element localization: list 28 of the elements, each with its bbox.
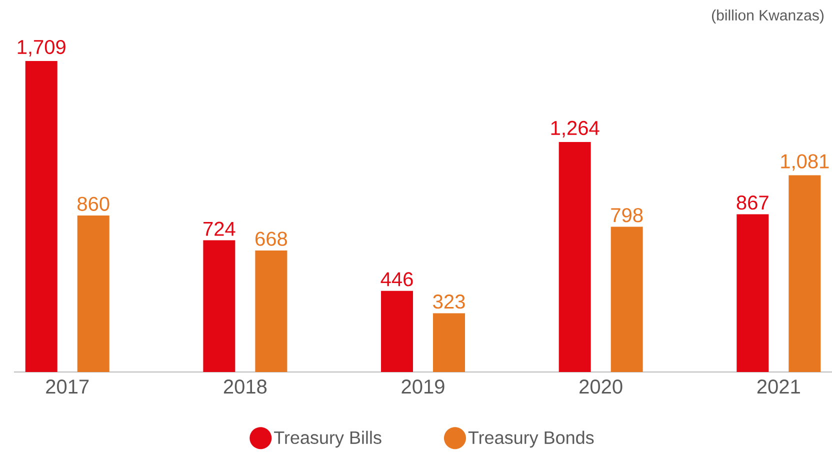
text: (billion Kwanzas) (712, 10, 824, 24)
data-label: 668 (256, 232, 287, 246)
data-label: 1,709 (18, 40, 66, 56)
bar (77, 216, 110, 372)
data-label: 446 (380, 272, 413, 286)
bar (381, 290, 414, 372)
x-tick-label: 2020 (580, 380, 622, 394)
bar (255, 250, 288, 372)
bar (736, 214, 769, 372)
legend-label: Treasury Bonds (468, 430, 594, 448)
bar (203, 240, 236, 372)
bar (788, 175, 821, 372)
x-tick-label: 2018 (224, 380, 267, 394)
bar (25, 61, 58, 372)
x-tick-label: 2019 (402, 380, 444, 394)
x-tick-label: 2021 (757, 380, 800, 394)
legend-label: Treasury Bills (274, 430, 382, 448)
data-label: 724 (204, 222, 236, 236)
data-label: 798 (611, 208, 643, 222)
bar (433, 313, 466, 372)
x-tick-label: 2017 (46, 380, 89, 394)
data-label: 1,264 (551, 120, 600, 138)
data-label: 860 (78, 196, 110, 211)
bar (610, 226, 643, 372)
data-label: 1,081 (781, 154, 829, 171)
data-label: 323 (433, 294, 465, 309)
bar (558, 142, 591, 372)
data-label: 867 (736, 196, 768, 210)
